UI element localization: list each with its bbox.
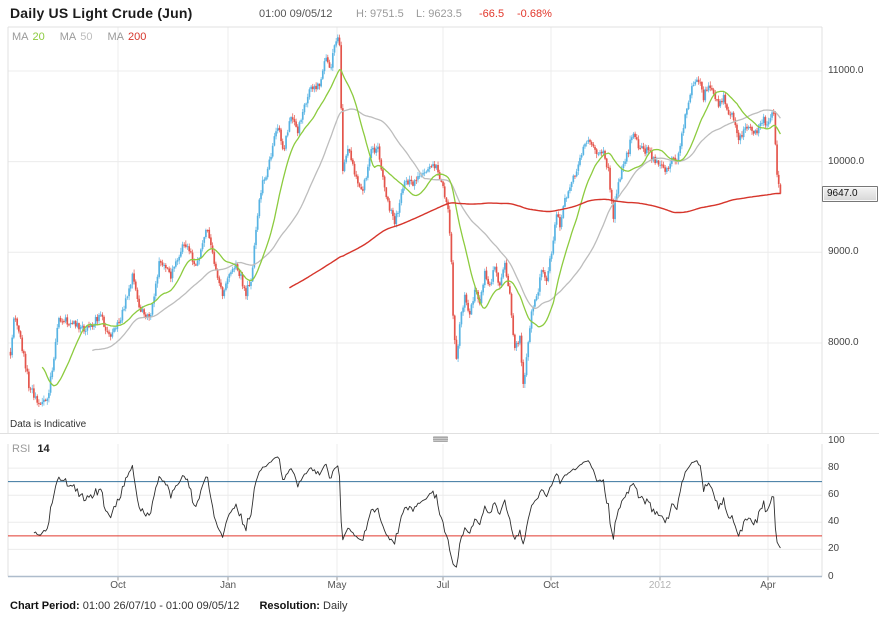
ma20-line	[41, 69, 781, 387]
time-axis-tick: 2012	[648, 580, 672, 591]
ma200-line	[289, 192, 781, 289]
legend-ma20[interactable]: MA 20	[12, 31, 45, 43]
price-axis-tick: 11000.0	[828, 64, 864, 76]
time-axis-tick: May	[327, 580, 347, 591]
ma200-period: 200	[128, 31, 147, 43]
rsi-axis-tick: 40	[828, 516, 840, 528]
resolution-value: Daily	[323, 600, 348, 612]
rsi-axis-tick: 20	[828, 543, 840, 555]
rsi-axis-tick: 0	[828, 570, 834, 582]
chart-period-label: Chart Period:	[10, 600, 80, 612]
ma20-label: MA	[12, 31, 29, 43]
ma50-line	[92, 108, 781, 352]
panel-splitter[interactable]	[0, 433, 879, 444]
legend-ma200[interactable]: MA 200	[108, 31, 147, 43]
time-axis-tick: Oct	[110, 580, 126, 591]
price-axis-tick: 10000.0	[828, 155, 865, 167]
resolution-label: Resolution:	[259, 600, 320, 612]
chart-title: Daily US Light Crude (Jun)	[10, 5, 193, 21]
ma50-label: MA	[59, 31, 77, 43]
ma-legend: MA 20 MA 50 MA 200	[12, 31, 146, 43]
rsi-axis-tick: 100	[828, 435, 845, 446]
legend-ma50[interactable]: MA 50	[60, 31, 93, 43]
rsi-axis-tick: 80	[828, 462, 840, 474]
ma50-period: 50	[80, 31, 93, 43]
candlestick-series	[9, 34, 782, 407]
price-axis-tick: 9000.0	[828, 246, 859, 258]
data-indicative-note: Data is Indicative	[10, 419, 87, 430]
time-axis-tick: Apr	[760, 580, 776, 591]
price-change: -66.5	[479, 8, 505, 20]
time-axis-tick: Jan	[219, 580, 237, 591]
chart-footer: Chart Period: 01:00 26/07/10 - 01:00 09/…	[10, 600, 347, 612]
session-high: H: 9751.5	[356, 8, 404, 20]
price-axis-tick: 8000.0	[828, 336, 859, 348]
session-low: L: 9623.5	[416, 8, 462, 20]
time-axis-tick: Jul	[436, 580, 450, 591]
ma200-label: MA	[107, 31, 125, 43]
rsi-axis-tick: 60	[828, 489, 840, 501]
ma20-period: 20	[32, 31, 45, 43]
price-change-pct: -0.68%	[517, 8, 552, 20]
time-axis-tick: Oct	[543, 580, 559, 591]
chart-period-value: 01:00 26/07/10 - 01:00 09/05/12	[82, 600, 240, 612]
last-price-tag: 9647.0	[822, 185, 878, 202]
quote-timestamp: 01:00 09/05/12	[259, 8, 333, 20]
rsi-indicator-label[interactable]: RSI 14	[12, 443, 50, 455]
rsi-name: RSI	[12, 443, 31, 455]
rsi-line	[33, 456, 781, 568]
splitter-grip-icon[interactable]	[433, 436, 448, 442]
rsi-period: 14	[37, 443, 50, 455]
